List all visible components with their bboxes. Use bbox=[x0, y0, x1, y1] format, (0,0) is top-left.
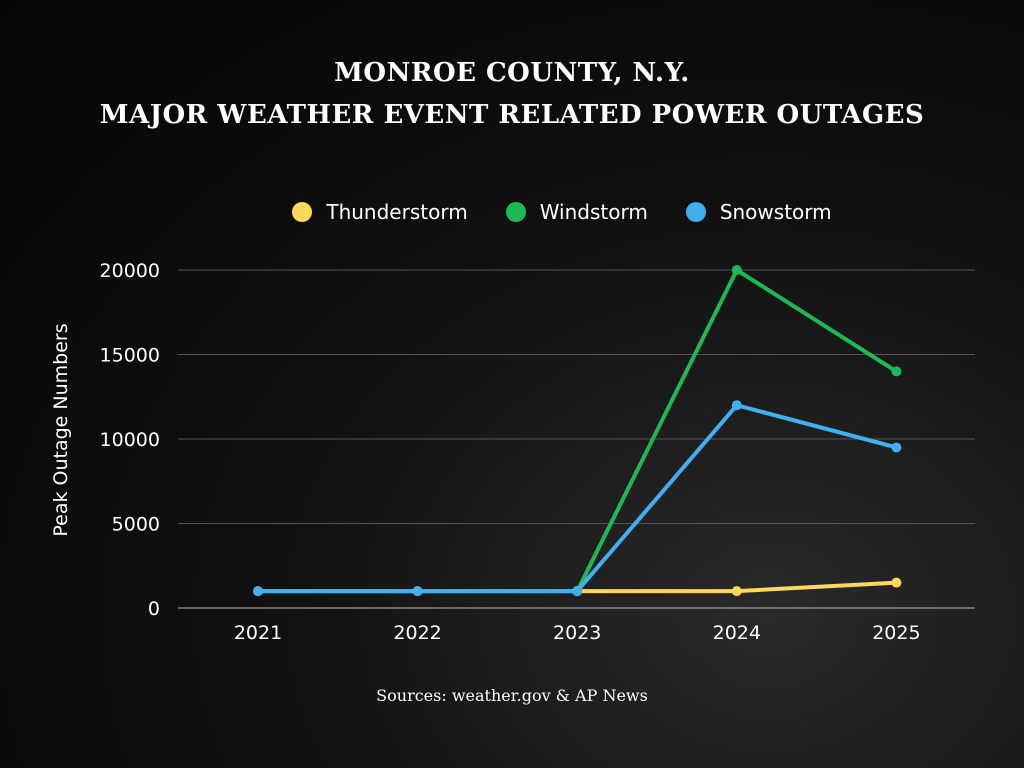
series-line-windstorm bbox=[258, 268, 898, 594]
legend-label: Snowstorm bbox=[719, 200, 832, 224]
data-point-windstorm bbox=[891, 366, 902, 377]
legend-label: Windstorm bbox=[539, 200, 648, 224]
y-tick-label: 0 bbox=[148, 598, 160, 620]
legend: Thunderstorm Windstorm Snowstorm bbox=[50, 200, 1024, 224]
y-tick-label: 20000 bbox=[100, 260, 160, 282]
legend-item-thunderstorm: Thunderstorm bbox=[292, 200, 468, 224]
y-tick-label: 15000 bbox=[100, 345, 160, 367]
data-point-snowstorm bbox=[412, 586, 423, 597]
data-point-snowstorm bbox=[253, 586, 263, 597]
chart-title-line1: MONROE COUNTY, N.Y. bbox=[334, 58, 690, 88]
x-tick-label: 2023 bbox=[553, 622, 601, 644]
chart-title-line2: MAJOR WEATHER EVENT RELATED POWER OUTAGE… bbox=[99, 100, 925, 130]
legend-label: Thunderstorm bbox=[326, 200, 468, 224]
y-axis-label: Peak Outage Numbers bbox=[50, 323, 72, 536]
x-tick-label: 2021 bbox=[234, 622, 282, 644]
source-note: Sources: weather.gov & AP News bbox=[376, 686, 648, 705]
x-tick-label: 2025 bbox=[872, 622, 920, 644]
data-point-thunderstorm bbox=[731, 586, 742, 597]
legend-dot-icon bbox=[505, 202, 526, 222]
x-tick-label: 2024 bbox=[713, 622, 761, 644]
x-tick-label: 2022 bbox=[393, 622, 441, 644]
legend-item-snowstorm: Snowstorm bbox=[685, 200, 832, 224]
series-line-snowstorm bbox=[258, 403, 897, 594]
data-point-thunderstorm bbox=[891, 577, 902, 588]
legend-dot-icon bbox=[685, 202, 706, 222]
data-point-snowstorm bbox=[572, 586, 583, 597]
y-tick-label: 10000 bbox=[100, 429, 160, 451]
data-point-snowstorm bbox=[731, 400, 742, 411]
y-tick-label: 5000 bbox=[112, 514, 160, 536]
data-point-snowstorm bbox=[891, 442, 902, 453]
data-point-windstorm bbox=[731, 265, 742, 275]
legend-item-windstorm: Windstorm bbox=[505, 200, 648, 224]
legend-dot-icon bbox=[292, 202, 313, 222]
